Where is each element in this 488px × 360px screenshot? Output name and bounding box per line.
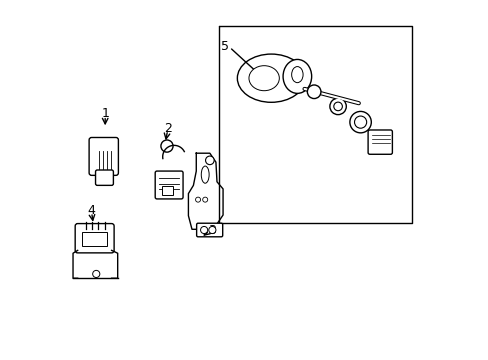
FancyBboxPatch shape <box>367 130 391 154</box>
Circle shape <box>329 98 346 114</box>
FancyBboxPatch shape <box>89 138 118 175</box>
FancyBboxPatch shape <box>196 223 222 237</box>
Circle shape <box>195 197 200 202</box>
Text: 5: 5 <box>221 40 228 53</box>
Circle shape <box>333 102 342 111</box>
FancyBboxPatch shape <box>155 171 183 199</box>
Circle shape <box>93 270 100 278</box>
FancyBboxPatch shape <box>95 170 113 185</box>
Circle shape <box>307 85 320 99</box>
Ellipse shape <box>248 66 279 91</box>
Text: 4: 4 <box>87 204 95 217</box>
Text: 3: 3 <box>207 224 215 237</box>
FancyBboxPatch shape <box>75 224 114 253</box>
Circle shape <box>205 156 214 165</box>
Ellipse shape <box>283 59 311 93</box>
Text: 1: 1 <box>101 107 109 120</box>
Circle shape <box>354 116 366 128</box>
Bar <box>82 232 107 246</box>
Ellipse shape <box>201 166 209 183</box>
Ellipse shape <box>237 54 305 102</box>
Text: 2: 2 <box>163 122 171 135</box>
Circle shape <box>200 226 207 234</box>
Circle shape <box>203 197 207 202</box>
Circle shape <box>208 226 216 234</box>
Circle shape <box>349 111 370 133</box>
Bar <box>162 186 173 195</box>
Circle shape <box>161 140 173 152</box>
Ellipse shape <box>291 67 303 83</box>
